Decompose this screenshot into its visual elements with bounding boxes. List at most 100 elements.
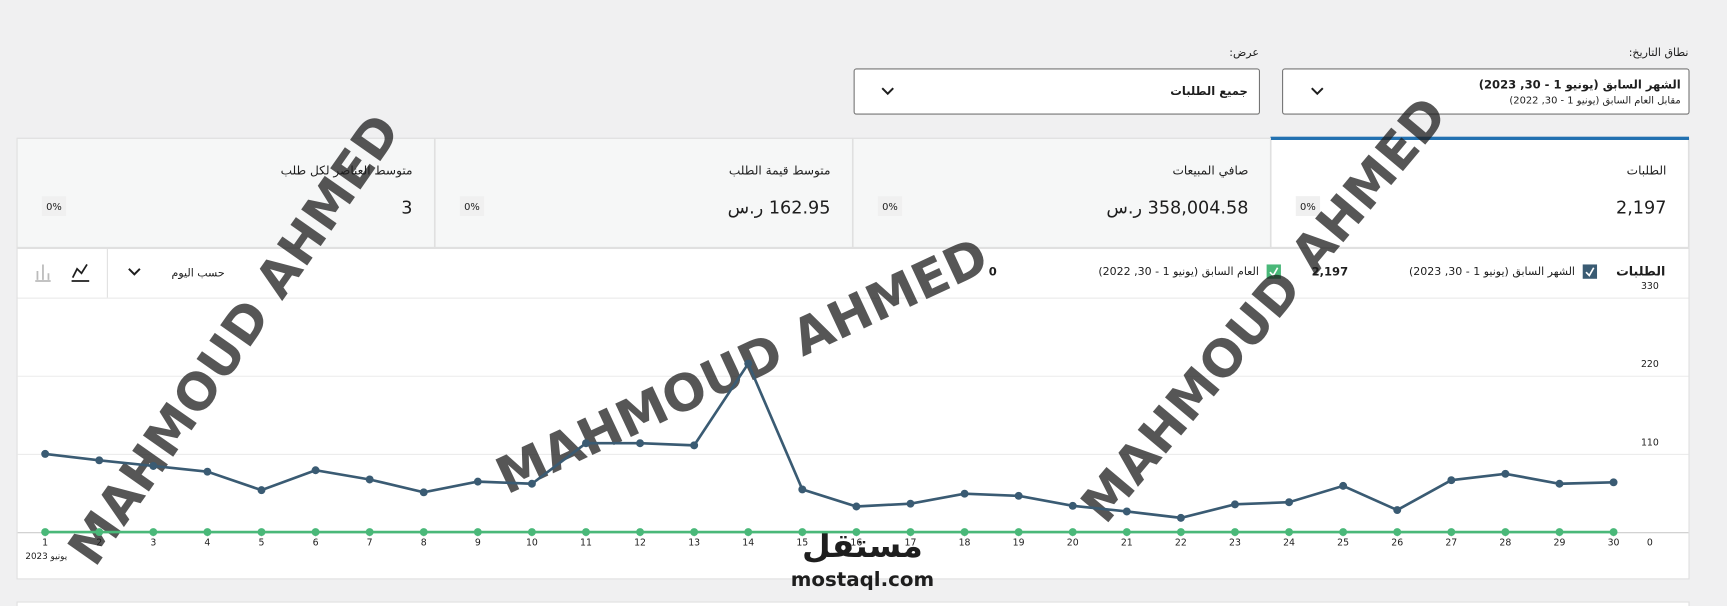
- summary-delta: 0%: [46, 202, 62, 213]
- summary-cell: [434, 137, 854, 248]
- x-tick-label: 4: [204, 538, 210, 549]
- x-tick-label: 7: [367, 538, 373, 549]
- data-point: [311, 528, 320, 537]
- delta-badge: [1295, 196, 1321, 216]
- data-point: [1555, 528, 1564, 537]
- data-point: [41, 449, 50, 458]
- x-tick-label: 18: [959, 538, 971, 549]
- data-point: [960, 528, 969, 537]
- date-range-dropdown[interactable]: الشهر السابق (يونيو 1 - 30, 2023) مقابل ا…: [1282, 68, 1690, 115]
- chevron: [128, 268, 141, 276]
- next-panel-edge: [16, 601, 1690, 606]
- interval-dropdown[interactable]: حسب اليوم: [128, 266, 225, 279]
- data-point: [798, 528, 807, 537]
- data-point: [1176, 513, 1185, 522]
- x-tick-label: 13: [688, 538, 700, 549]
- summary-cell: [16, 137, 436, 248]
- data-point: [149, 528, 158, 537]
- data-point: [582, 439, 590, 448]
- chart-title: الطلبات: [1616, 264, 1665, 279]
- legend-total: 0: [989, 265, 997, 279]
- data-point: [906, 499, 915, 508]
- summary-card[interactable]: متوسط العناصر لكل طلب 3 0%: [16, 137, 436, 248]
- data-point: [149, 462, 158, 470]
- data-point: [1285, 498, 1294, 507]
- bar-chart-toggle[interactable]: [35, 264, 51, 282]
- summary-card[interactable]: متوسط قيمة الطلب 162.95 ر.س 0%: [434, 137, 854, 248]
- data-point: [419, 528, 428, 537]
- data-point: [636, 439, 645, 448]
- data-point: [960, 489, 969, 498]
- legend-name: الشهر السابق (يونيو 1 - 30, 2023): [1409, 265, 1575, 279]
- x-tick-label: 22: [1175, 538, 1187, 549]
- legend-item[interactable]: العام السابق (يونيو 1 - 30, 2022) 0: [989, 264, 1281, 279]
- active-indicator: [1270, 136, 1690, 140]
- check-icon: [1269, 267, 1279, 277]
- summary-delta: 0%: [464, 202, 480, 213]
- data-point: [1393, 506, 1402, 515]
- data-point: [1014, 491, 1023, 500]
- dropdown-box: [1282, 68, 1690, 115]
- data-point: [1176, 528, 1185, 537]
- y-tick-label: 330: [1641, 281, 1659, 292]
- dropdown-value: جميع الطلبات: [1170, 84, 1248, 98]
- x-tick-label: 25: [1337, 538, 1349, 549]
- show-dropdown[interactable]: جميع الطلبات: [853, 68, 1261, 115]
- x-tick-label: 5: [259, 538, 265, 549]
- data-point: [257, 486, 266, 495]
- x-tick-label: 8: [421, 538, 427, 549]
- dropdown-value: الشهر السابق (يونيو 1 - 30, 2023): [1479, 77, 1681, 92]
- summary-delta: 0%: [882, 202, 898, 213]
- legend-total: 2,197: [1312, 265, 1349, 279]
- summary-label: الطلبات: [1627, 163, 1667, 177]
- filter-label: نطاق التاريخ:: [1629, 46, 1689, 59]
- x-tick-label: 27: [1445, 538, 1457, 549]
- x-tick-label: 9: [475, 538, 481, 549]
- data-point: [582, 528, 590, 537]
- x-tick-label: 19: [1013, 538, 1025, 549]
- data-point: [365, 475, 374, 484]
- x-tick-label: 24: [1283, 538, 1295, 549]
- x-tick-label: 16: [850, 538, 862, 549]
- line-icon: [71, 263, 90, 282]
- delta-badge: [877, 196, 903, 216]
- data-point: [203, 467, 212, 476]
- x-sub-label: يونيو 2023: [25, 552, 67, 562]
- summary-card[interactable]: صافي المبيعات 358,004.58 ر.س 0%: [852, 137, 1272, 248]
- x-tick-label: 3: [150, 538, 156, 549]
- x-tick-label: 10: [526, 538, 538, 549]
- summary-value: 162.95 ر.س: [728, 198, 831, 218]
- x-tick-label: 26: [1391, 538, 1403, 549]
- dropdown-box: [853, 68, 1261, 115]
- summary-label: متوسط العناصر لكل طلب: [281, 163, 413, 178]
- data-point: [1068, 528, 1077, 537]
- delta-badge: [459, 196, 485, 216]
- data-point: [1231, 528, 1239, 537]
- x-tick-label: 12: [634, 538, 646, 549]
- data-point: [1393, 528, 1402, 537]
- legend-item[interactable]: الشهر السابق (يونيو 1 - 30, 2023) 2,197: [1312, 264, 1598, 279]
- data-point: [1285, 528, 1294, 537]
- data-point: [365, 528, 374, 537]
- summary-label: صافي المبيعات: [1172, 163, 1248, 177]
- x-tick-label: 28: [1499, 538, 1511, 549]
- x-tick-label: 21: [1121, 538, 1133, 549]
- data-point: [95, 456, 104, 465]
- data-point: [798, 485, 807, 494]
- x-tick-label: 17: [905, 538, 917, 549]
- interval-label: حسب اليوم: [172, 266, 225, 279]
- x-tick-label: 20: [1067, 538, 1079, 549]
- line-chart-toggle[interactable]: [71, 263, 90, 282]
- summary-delta: 0%: [1300, 202, 1316, 213]
- data-point: [1447, 476, 1456, 485]
- data-point: [906, 528, 915, 537]
- data-point: [852, 502, 861, 511]
- data-point: [690, 441, 699, 450]
- logo-site: mostaql.com: [791, 568, 934, 591]
- y-tick-label: 220: [1641, 359, 1659, 370]
- summary-cell: [852, 137, 1272, 248]
- x-tick-label: 29: [1554, 538, 1566, 549]
- data-point: [1339, 481, 1348, 490]
- data-point: [1339, 528, 1348, 537]
- data-point: [1501, 528, 1510, 537]
